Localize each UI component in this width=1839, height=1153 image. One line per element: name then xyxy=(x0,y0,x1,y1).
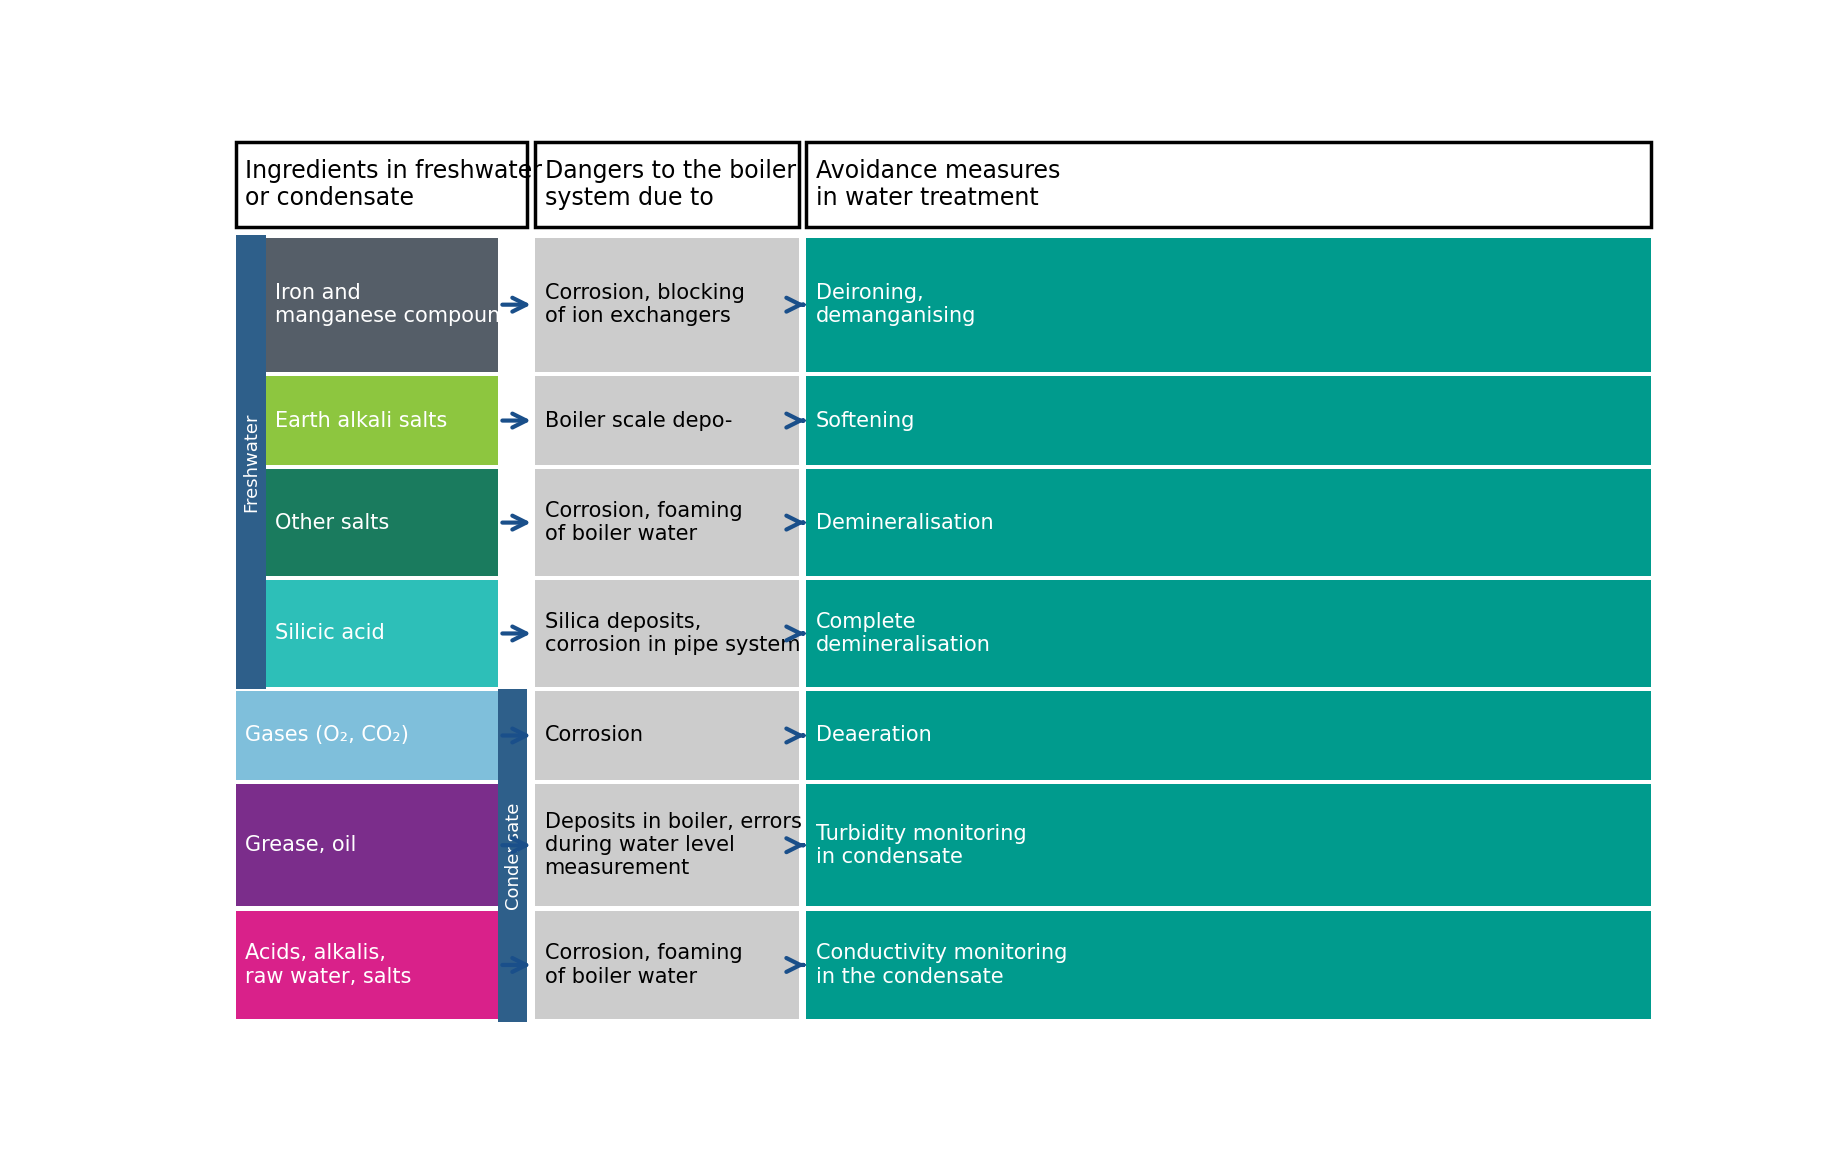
Text: Corrosion, foaming
of boiler water: Corrosion, foaming of boiler water xyxy=(544,502,743,544)
Bar xyxy=(535,691,798,779)
FancyBboxPatch shape xyxy=(535,142,798,227)
Bar xyxy=(807,580,1651,686)
Bar xyxy=(235,235,265,688)
Text: Deaeration: Deaeration xyxy=(817,725,932,746)
Bar xyxy=(535,238,798,371)
FancyBboxPatch shape xyxy=(807,142,1651,227)
Text: Avoidance measures
in water treatment: Avoidance measures in water treatment xyxy=(817,159,1059,211)
Text: Corrosion, blocking
of ion exchangers: Corrosion, blocking of ion exchangers xyxy=(544,284,745,326)
Text: Corrosion, foaming
of boiler water: Corrosion, foaming of boiler water xyxy=(544,943,743,987)
Text: Boiler scale depo-: Boiler scale depo- xyxy=(544,410,732,430)
Text: Silicic acid: Silicic acid xyxy=(274,624,384,643)
Bar xyxy=(265,469,498,575)
Text: Freshwater: Freshwater xyxy=(241,413,259,512)
Bar xyxy=(535,580,798,686)
Text: Conductivity monitoring
in the condensate: Conductivity monitoring in the condensat… xyxy=(817,943,1067,987)
Text: Deposits in boiler, errors
during water level
measurement: Deposits in boiler, errors during water … xyxy=(544,812,802,879)
Bar xyxy=(535,784,798,906)
FancyBboxPatch shape xyxy=(235,142,528,227)
Bar xyxy=(498,688,528,1022)
Bar xyxy=(235,691,498,779)
Text: Corrosion: Corrosion xyxy=(544,725,644,746)
Bar xyxy=(807,238,1651,371)
Text: Condensate: Condensate xyxy=(504,801,522,909)
Text: Other salts: Other salts xyxy=(274,513,390,533)
Bar xyxy=(235,911,498,1019)
Text: Acids, alkalis,
raw water, salts: Acids, alkalis, raw water, salts xyxy=(245,943,412,987)
Bar xyxy=(235,784,498,906)
Text: Turbidity monitoring
in condensate: Turbidity monitoring in condensate xyxy=(817,823,1026,867)
Bar xyxy=(535,911,798,1019)
Bar xyxy=(807,691,1651,779)
Text: Softening: Softening xyxy=(817,410,916,430)
Text: Silica deposits,
corrosion in pipe system: Silica deposits, corrosion in pipe syste… xyxy=(544,612,800,655)
Text: Deironing,
demanganising: Deironing, demanganising xyxy=(817,284,977,326)
Text: Demineralisation: Demineralisation xyxy=(817,513,993,533)
Text: Grease, oil: Grease, oil xyxy=(245,835,357,856)
Text: Earth alkali salts: Earth alkali salts xyxy=(274,410,447,430)
Text: Iron and
manganese compounds: Iron and manganese compounds xyxy=(274,284,524,326)
Text: Gases (O₂, CO₂): Gases (O₂, CO₂) xyxy=(245,725,410,746)
Bar xyxy=(807,469,1651,575)
Text: Ingredients in freshwater
or condensate: Ingredients in freshwater or condensate xyxy=(245,159,543,211)
Text: Complete
demineralisation: Complete demineralisation xyxy=(817,612,991,655)
Bar xyxy=(535,376,798,465)
Text: Dangers to the boiler
system due to: Dangers to the boiler system due to xyxy=(544,159,796,211)
Bar xyxy=(265,238,498,371)
Bar xyxy=(807,376,1651,465)
Bar xyxy=(807,784,1651,906)
Bar xyxy=(265,376,498,465)
Bar xyxy=(265,580,498,686)
Bar xyxy=(535,469,798,575)
Bar xyxy=(807,911,1651,1019)
